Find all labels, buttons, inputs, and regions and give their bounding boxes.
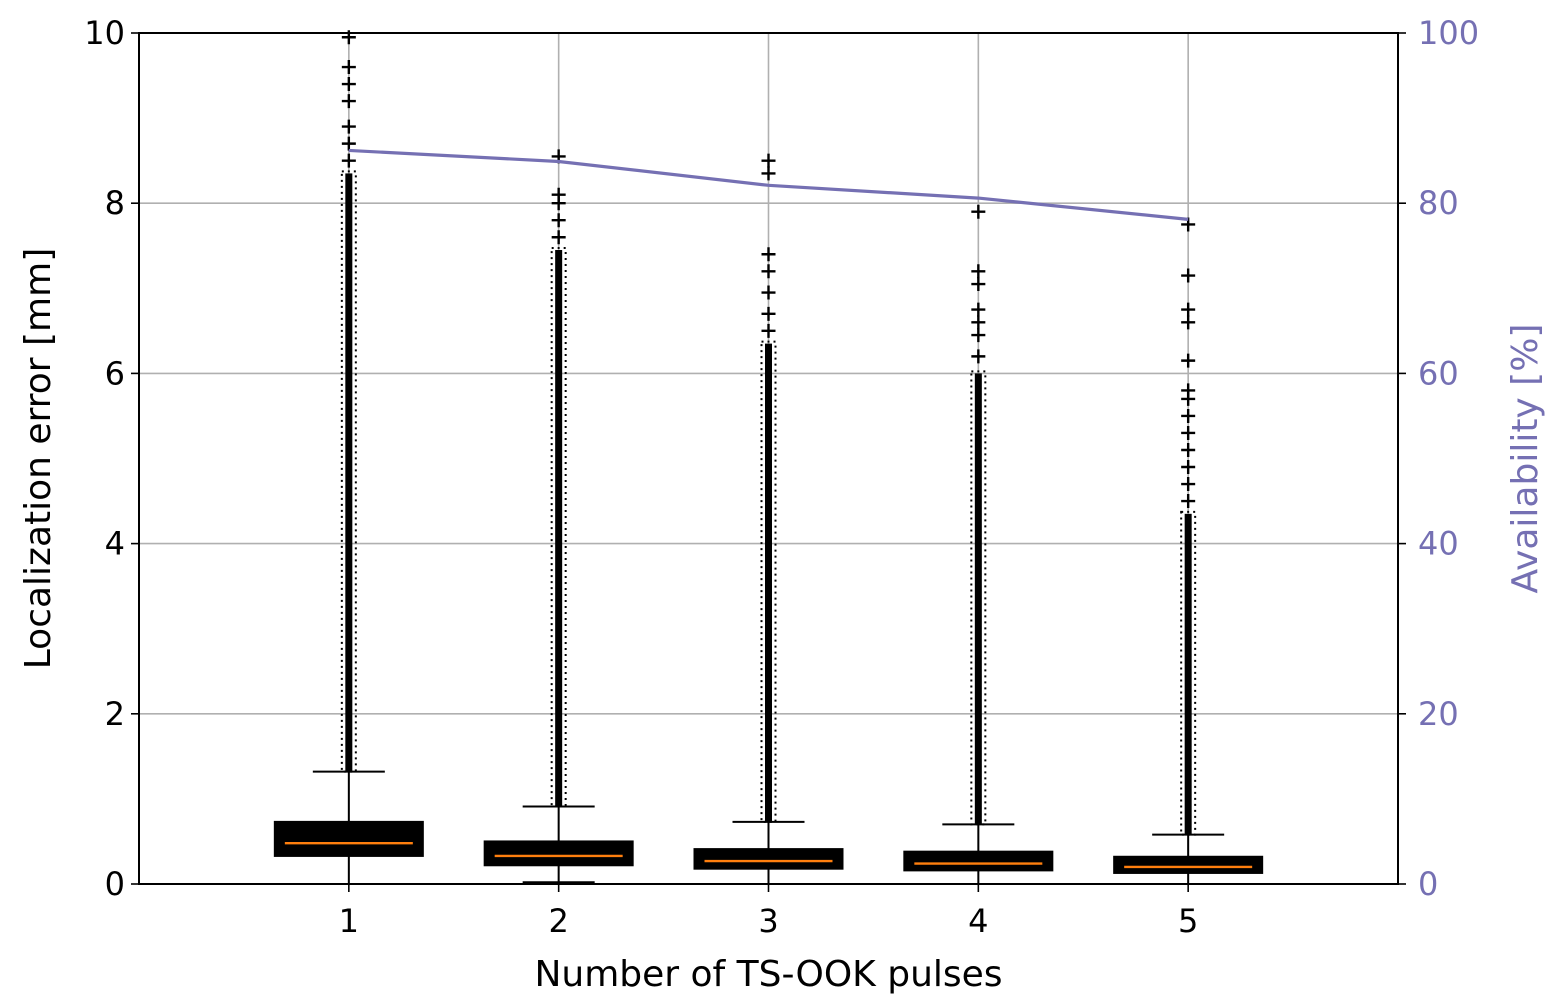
availability-line xyxy=(348,148,1189,221)
x-tick-label: 4 xyxy=(968,902,988,940)
outlier-marker xyxy=(341,60,356,75)
outlier-marker xyxy=(971,315,986,330)
outlier-marker xyxy=(341,136,356,151)
box-body xyxy=(1113,855,1264,874)
y-tick-label: 8 xyxy=(105,184,125,222)
outlier-marker xyxy=(341,153,356,168)
outlier-marker xyxy=(971,204,986,219)
outlier-band xyxy=(345,173,353,772)
outlier-marker xyxy=(341,119,356,134)
box-4 xyxy=(903,204,1054,885)
y-axis-right-title: Availability [%] xyxy=(1505,324,1546,594)
x-axis-title: Number of TS-OOK pulses xyxy=(534,954,1002,995)
outlier-band-edge xyxy=(340,170,357,773)
y-right-tick-label: 0 xyxy=(1418,865,1438,903)
box-5 xyxy=(1113,217,1264,885)
outlier-marker xyxy=(1181,494,1196,509)
outlier-marker xyxy=(1181,353,1196,368)
outlier-band-edge xyxy=(760,340,777,823)
box-1 xyxy=(273,30,424,885)
box-body xyxy=(693,848,844,870)
outlier-marker xyxy=(1181,442,1196,457)
x-tick-label: 5 xyxy=(1178,902,1198,940)
outlier-marker xyxy=(1181,425,1196,440)
y-tick-label: 0 xyxy=(105,865,125,903)
y-right-tick-label: 40 xyxy=(1418,525,1459,563)
outlier-marker xyxy=(761,306,776,321)
outlier-marker xyxy=(551,230,566,245)
y-right-tick-label: 60 xyxy=(1418,354,1459,392)
outlier-marker xyxy=(1181,268,1196,283)
outlier-marker xyxy=(971,349,986,364)
outlier-marker xyxy=(971,302,986,317)
outlier-marker xyxy=(1181,460,1196,475)
outlier-marker xyxy=(761,166,776,181)
box-body xyxy=(273,820,424,857)
y-right-tick-label: 20 xyxy=(1418,695,1459,733)
y-tick-label: 2 xyxy=(105,695,125,733)
outlier-marker xyxy=(341,94,356,109)
outlier-marker xyxy=(1181,315,1196,330)
x-tick-label: 2 xyxy=(548,902,568,940)
outlier-band xyxy=(555,250,563,807)
outlier-marker xyxy=(1181,302,1196,317)
x-tick-label: 3 xyxy=(758,902,778,940)
y-right-tick-label: 100 xyxy=(1418,14,1479,52)
outlier-marker xyxy=(761,153,776,168)
outlier-marker xyxy=(971,277,986,292)
outlier-marker xyxy=(761,264,776,279)
box-3 xyxy=(693,153,844,885)
outlier-band xyxy=(1184,513,1192,835)
outlier-band xyxy=(974,373,982,825)
outlier-marker xyxy=(1181,408,1196,423)
y-tick-label: 6 xyxy=(105,354,125,392)
y-tick-label: 10 xyxy=(84,14,125,52)
outlier-band-edge xyxy=(1180,510,1197,836)
availability-series xyxy=(348,148,1189,221)
x-tick-label: 1 xyxy=(339,902,359,940)
outlier-marker xyxy=(551,187,566,202)
outlier-band xyxy=(765,343,772,822)
y-axis-title: Localization error [mm] xyxy=(18,248,59,670)
outlier-marker xyxy=(971,264,986,279)
outlier-marker xyxy=(761,285,776,300)
outlier-marker xyxy=(971,328,986,343)
boxes-layer xyxy=(273,30,1264,885)
box-body xyxy=(903,850,1054,872)
outlier-marker xyxy=(341,77,356,92)
box-2 xyxy=(483,149,634,884)
outlier-band-edge xyxy=(550,247,567,808)
outlier-marker xyxy=(551,213,566,228)
y-tick-label: 4 xyxy=(105,525,125,563)
box-body xyxy=(483,840,634,867)
outlier-band-edge xyxy=(970,370,987,826)
outlier-marker xyxy=(1181,477,1196,492)
outlier-marker xyxy=(1181,383,1196,398)
y-right-tick-label: 80 xyxy=(1418,184,1459,222)
outlier-marker xyxy=(761,247,776,262)
outlier-marker xyxy=(761,323,776,338)
outlier-marker xyxy=(1181,217,1196,232)
